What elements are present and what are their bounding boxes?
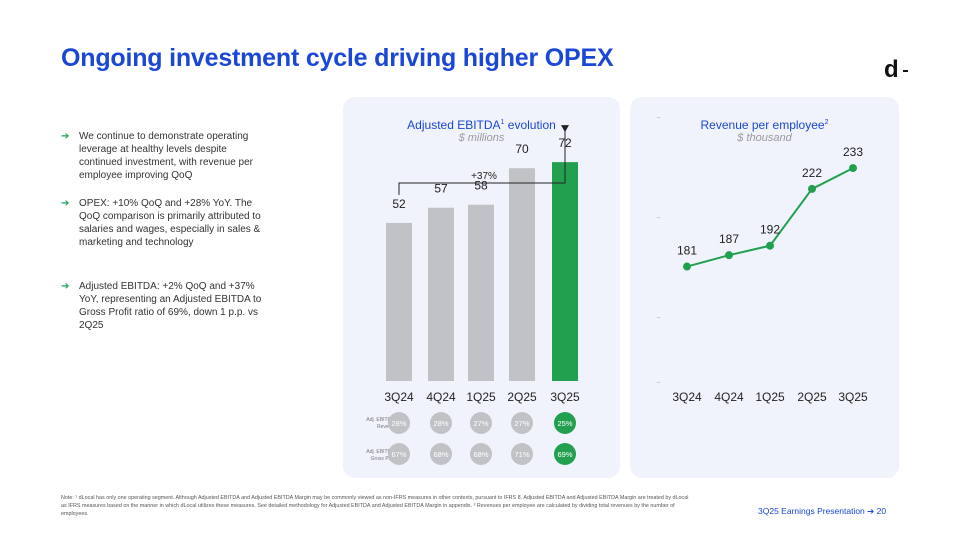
revenue-employee-point xyxy=(849,164,857,173)
revenue-employee-value-label: 181 xyxy=(677,244,697,258)
ratio-badge xyxy=(388,412,410,434)
arrow-right-icon: ➔ xyxy=(61,131,70,142)
ebitda-bar xyxy=(428,207,454,381)
ebitda-category-label: 2Q25 xyxy=(507,390,537,404)
revenue-employee-category-label: 3Q24 xyxy=(672,390,702,404)
revenue-employee-chart-panel: Revenue per employee2 $ thousand 181 3Q24… xyxy=(630,97,899,478)
revenue-employee-value-label: 233 xyxy=(843,145,863,159)
ebitda-value-label: 58 xyxy=(474,179,488,193)
logo-dot-icon xyxy=(902,69,908,72)
growth-bracket: +37% xyxy=(398,125,569,195)
logo-text: d xyxy=(884,56,899,83)
ebitda-category-label: 3Q25 xyxy=(550,390,580,404)
revenue-employee-point xyxy=(683,262,691,271)
revenue-employee-value-label: 187 xyxy=(719,232,739,246)
ratio-value: 28% xyxy=(391,419,406,428)
revenue-employee-chart-title: Revenue per employee2 xyxy=(700,118,829,132)
ratio-badge xyxy=(554,443,576,465)
ratio-row1-label-line2: Revenue xyxy=(377,424,397,430)
dlocal-logo: d xyxy=(884,56,908,84)
bullet-text: We continue to demonstrate operating lev… xyxy=(79,131,253,181)
ratio-row2-label-line1: Adj. EBITDA / xyxy=(366,449,397,455)
ebitda-chart-title: Adjusted EBITDA1 evolution xyxy=(407,118,556,132)
ratio-badge xyxy=(554,412,576,434)
ratio-badge xyxy=(388,443,410,465)
revenue-employee-point xyxy=(725,251,733,260)
ebitda-chart-panel: Adjusted EBITDA1 evolution $ millions 52… xyxy=(343,97,620,478)
arrow-right-icon: ➔ xyxy=(61,281,70,292)
bullet-text: Adjusted EBITDA: +2% QoQ and +37% YoY, r… xyxy=(79,281,262,331)
ratio-badge xyxy=(430,443,452,465)
ebitda-value-label: 57 xyxy=(434,182,448,196)
footnote: Note: ¹ dLocal has only one operating se… xyxy=(61,495,689,517)
axis-tick-mark xyxy=(657,382,660,383)
ebitda-category-label: 3Q24 xyxy=(384,390,414,404)
ebitda-category-label: 1Q25 xyxy=(466,390,496,404)
ratio-value: 28% xyxy=(433,419,448,428)
revenue-employee-category-label: 2Q25 xyxy=(797,390,827,404)
ratio-badge xyxy=(470,412,492,434)
revenue-employee-chart-subtitle: $ thousand xyxy=(737,132,792,144)
ebitda-bar xyxy=(552,162,578,381)
page-footer: 3Q25 Earnings Presentation ➔ 20 xyxy=(758,506,887,516)
revenue-employee-value-label: 192 xyxy=(760,223,780,237)
ratio-row1-label-line1: Adj. EBITDA / xyxy=(366,417,397,423)
ratio-badge xyxy=(511,443,533,465)
page-title: Ongoing investment cycle driving higher … xyxy=(61,44,614,72)
ebitda-bar xyxy=(509,168,535,381)
bullet-item: ➔ OPEX: +10% QoQ and +28% YoY. The QoQ c… xyxy=(61,197,271,249)
arrow-right-icon: ➔ xyxy=(61,198,70,209)
bullet-text: OPEX: +10% QoQ and +28% YoY. The QoQ com… xyxy=(79,198,261,248)
axis-tick-mark xyxy=(657,317,660,318)
ratio-value: 25% xyxy=(557,419,572,428)
revenue-employee-value-label: 222 xyxy=(802,166,822,180)
bullet-item: ➔ Adjusted EBITDA: +2% QoQ and +37% YoY,… xyxy=(61,280,271,332)
revenue-employee-series-line xyxy=(686,167,854,268)
revenue-employee-category-label: 3Q25 xyxy=(838,390,868,404)
revenue-employee-line-chart: 181 3Q24 187 4Q24 192 1Q25 222 2Q25 233 3Q25 xyxy=(657,117,868,404)
ratio-value: 27% xyxy=(473,419,488,428)
ratio-value: 69% xyxy=(557,450,572,459)
bullet-item: ➔ We continue to demonstrate operating l… xyxy=(61,130,271,182)
ebitda-value-label: 70 xyxy=(515,142,529,156)
ratio-value: 27% xyxy=(514,419,529,428)
ratio-row2-label-line2: Gross Profit xyxy=(371,456,398,462)
revenue-employee-point xyxy=(766,241,774,250)
ratio-badge xyxy=(430,412,452,434)
ebitda-bar xyxy=(386,222,412,381)
axis-tick-mark xyxy=(657,217,660,218)
ratio-value: 71% xyxy=(514,450,529,459)
ebitda-category-label: 4Q24 xyxy=(426,390,456,404)
growth-arrowhead-icon xyxy=(561,125,569,133)
revenue-employee-category-label: 4Q24 xyxy=(714,390,744,404)
growth-label: +37% xyxy=(471,171,497,182)
ebitda-chart-subtitle: $ millions xyxy=(458,132,505,144)
ebitda-value-label: 52 xyxy=(392,197,406,211)
ratio-value: 68% xyxy=(473,450,488,459)
revenue-employee-point xyxy=(808,184,816,193)
ratio-value: 68% xyxy=(433,450,448,459)
growth-bracket-line xyxy=(398,126,566,195)
ebitda-bar xyxy=(468,204,494,381)
axis-tick-mark xyxy=(657,117,660,118)
ratio-value: 67% xyxy=(391,450,406,459)
ratio-badge xyxy=(470,443,492,465)
revenue-employee-category-label: 1Q25 xyxy=(755,390,785,404)
ratio-badge xyxy=(511,412,533,434)
